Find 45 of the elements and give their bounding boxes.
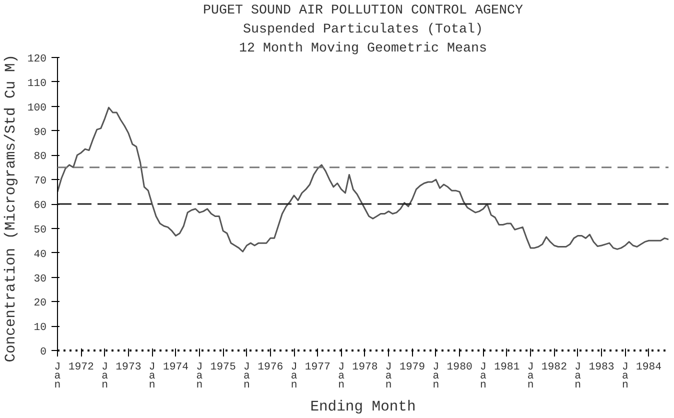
x-tick-label: 1977 — [304, 362, 330, 374]
x-tick-label: Jan — [480, 362, 488, 392]
x-tick-label: 1976 — [258, 362, 284, 374]
chart-title: PUGET SOUND AIR POLLUTION CONTROL AGENCY — [203, 4, 523, 18]
x-axis-title: Ending Month — [310, 400, 416, 416]
y-tick-label: 10 — [34, 322, 47, 334]
x-tick-label: Jan — [196, 362, 204, 392]
x-tick-label: Jan — [102, 362, 109, 392]
y-tick-label: 40 — [34, 248, 47, 261]
x-tick-label: 1978 — [352, 362, 378, 374]
x-tick-label: Jan — [290, 362, 298, 392]
x-tick-label: 1982 — [541, 362, 567, 374]
y-tick-label: 80 — [34, 151, 47, 164]
x-tick-label: Jan — [527, 362, 534, 392]
y-tick-label: 90 — [34, 126, 47, 139]
x-tick-label: 1981 — [494, 362, 520, 374]
chart-subtitle: Suspended Particulates (Total) — [243, 22, 483, 38]
text: 12 Month Moving Geometric Means — [239, 42, 487, 56]
x-tick-label: 1980 — [446, 362, 472, 374]
y-tick-label: 100 — [27, 102, 47, 114]
y-tick-label: 60 — [34, 200, 47, 212]
x-tick-label: 1974 — [162, 362, 189, 374]
y-tick-label: 50 — [34, 224, 47, 236]
y-tick-label: 110 — [27, 78, 47, 90]
x-tick-label: 1983 — [588, 362, 614, 374]
y-axis-title: Concentration (Micrograms/Std Cu M) — [3, 54, 20, 362]
x-tick-label: Jan — [148, 362, 156, 392]
x-tick-label: 1979 — [399, 362, 426, 374]
x-tick-label: Jan — [338, 362, 346, 392]
x-tick-label: 1972 — [68, 362, 94, 374]
line-series — [58, 106, 668, 252]
x-tick-label: Jan — [54, 362, 62, 392]
x-tick-label: Jan — [385, 362, 392, 392]
x-tick-label: Jan — [622, 362, 629, 392]
y-tick-label: 70 — [34, 176, 47, 188]
x-tick-label: Jan — [244, 362, 251, 392]
x-tick-label: 1984 — [636, 362, 662, 374]
y-tick-label: 30 — [34, 273, 47, 286]
y-tick-label: 0 — [40, 346, 47, 358]
y-tick-label: 120 — [27, 54, 47, 66]
x-tick-label: Jan — [574, 362, 582, 392]
x-tick-label: 1975 — [210, 362, 236, 374]
y-tick-label: 20 — [34, 298, 47, 310]
x-tick-label: 1973 — [116, 362, 142, 374]
x-tick-label: Jan — [432, 362, 440, 392]
